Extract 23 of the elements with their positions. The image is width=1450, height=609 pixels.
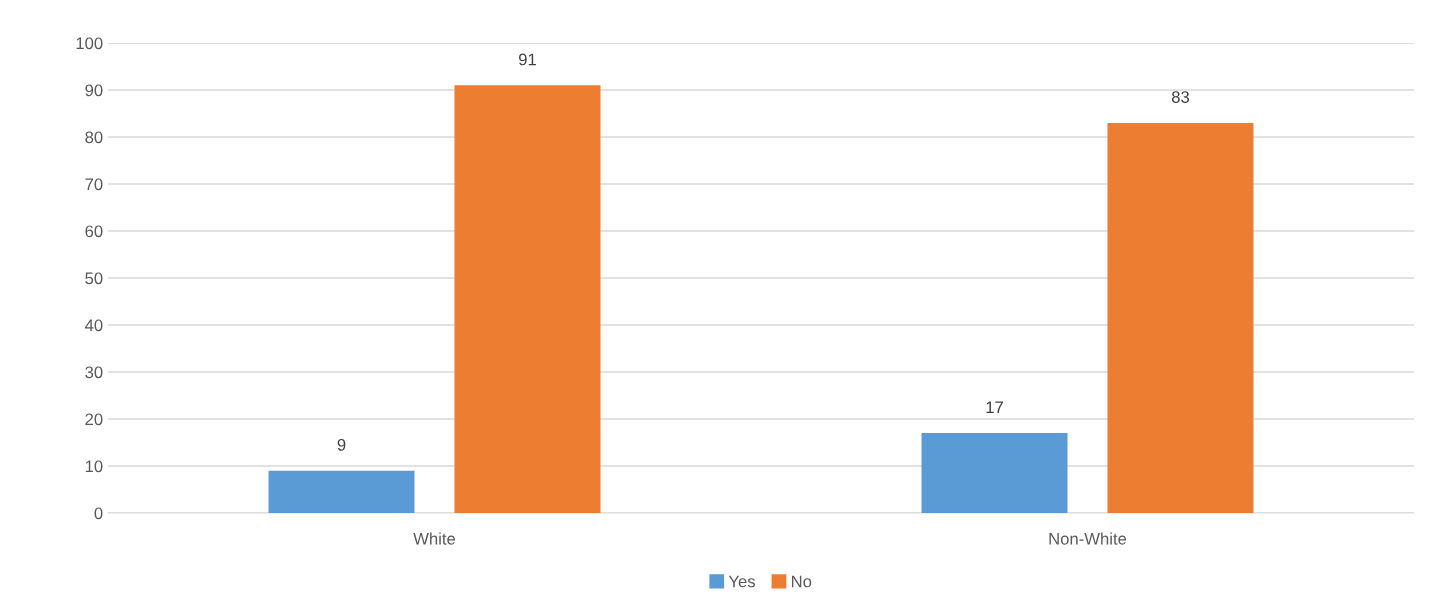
x-tick-label: White <box>413 532 456 545</box>
y-tick-label: 20 <box>85 413 103 426</box>
y-tick-label: 10 <box>85 460 103 473</box>
legend-label: Yes <box>728 575 756 588</box>
bar <box>454 85 601 513</box>
data-label: 9 <box>337 438 346 451</box>
legend-label: No <box>791 575 812 588</box>
bar <box>268 470 415 513</box>
y-tick-label: 30 <box>85 366 103 379</box>
y-tick-label: 70 <box>85 178 103 191</box>
y-tick-label: 50 <box>85 272 103 285</box>
data-label: 91 <box>519 53 536 66</box>
y-tick-label: 80 <box>85 131 103 144</box>
data-label: 17 <box>986 401 1003 413</box>
bar <box>921 433 1068 513</box>
y-tick-label: 40 <box>84 319 103 332</box>
y-tick-label: 60 <box>85 225 103 238</box>
x-tick-label: Non-White <box>1049 532 1127 545</box>
y-tick-label: 90 <box>85 84 103 97</box>
data-label: 83 <box>1171 91 1190 103</box>
y-tick-label: 0 <box>94 507 103 520</box>
bar <box>1107 122 1254 513</box>
y-tick-label: 100 <box>76 37 103 50</box>
